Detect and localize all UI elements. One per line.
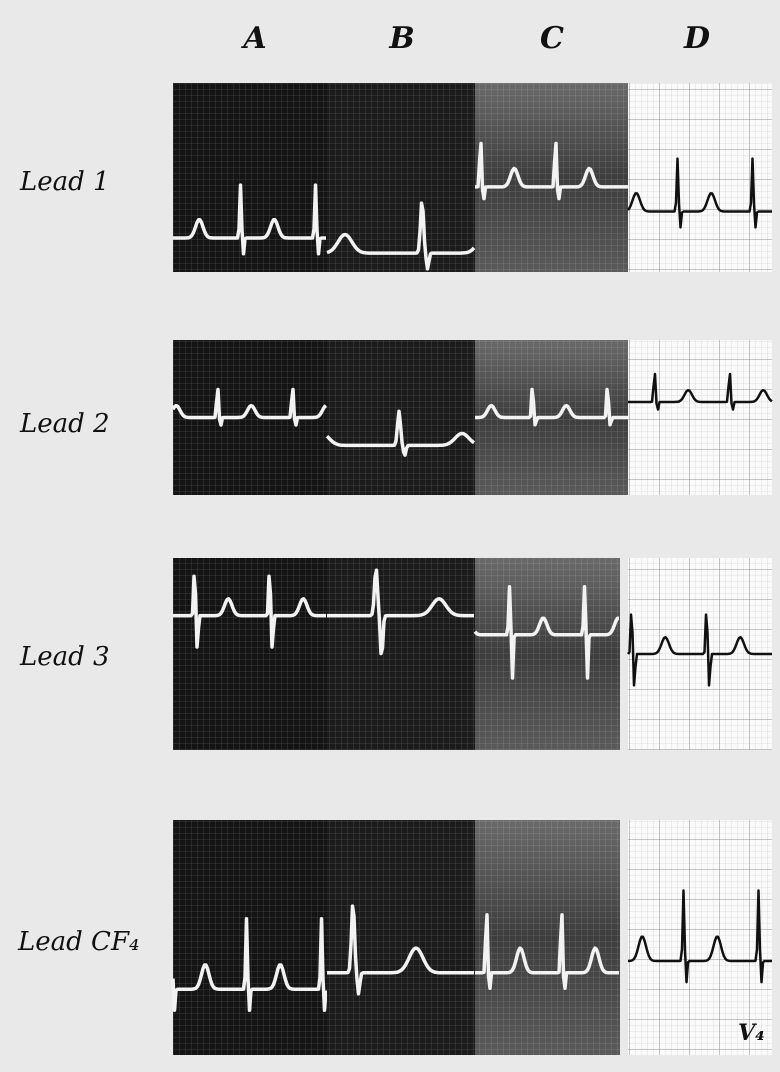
strip-grid	[327, 83, 475, 272]
strip-grid	[475, 83, 628, 272]
ecg-trace	[171, 387, 328, 427]
strip-grid	[475, 558, 620, 750]
ecg-trace	[627, 889, 772, 984]
ecg-trace	[325, 409, 476, 457]
strip-grid	[475, 820, 620, 1055]
ecg-trace	[326, 904, 475, 996]
column-header: C	[540, 21, 564, 56]
ecg-trace	[473, 585, 620, 680]
strip-grid	[327, 820, 475, 1055]
ecg-trace	[474, 913, 620, 991]
trace-panels	[171, 83, 773, 1055]
strip-grid-major	[628, 340, 772, 495]
ecg-trace	[627, 613, 772, 687]
strip-grid-major	[628, 83, 772, 272]
column-header: A	[240, 21, 266, 56]
corner-note: V₄	[738, 1020, 765, 1046]
column-header: B	[388, 21, 414, 56]
ecg-trace	[326, 201, 476, 271]
row-label: Lead CF₄	[17, 927, 139, 957]
row-label: Lead 3	[19, 642, 110, 672]
strip-grid	[173, 820, 327, 1055]
ecg-trace	[474, 387, 629, 427]
ecg-trace	[171, 916, 328, 1013]
strip-grid	[173, 83, 327, 272]
ecg-trace	[326, 568, 475, 656]
ecg-trace	[474, 141, 629, 201]
strip-grid-major	[628, 820, 772, 1055]
ecg-trace	[172, 183, 327, 256]
row-label: Lead 2	[19, 409, 110, 439]
strip-grid	[327, 558, 475, 750]
strip-grid	[173, 558, 327, 750]
row-label: Lead 1	[19, 167, 110, 197]
ecg-trace	[172, 574, 327, 649]
ecg-trace	[627, 157, 772, 229]
column-header: D	[683, 21, 710, 56]
ecg-trace	[628, 372, 773, 411]
